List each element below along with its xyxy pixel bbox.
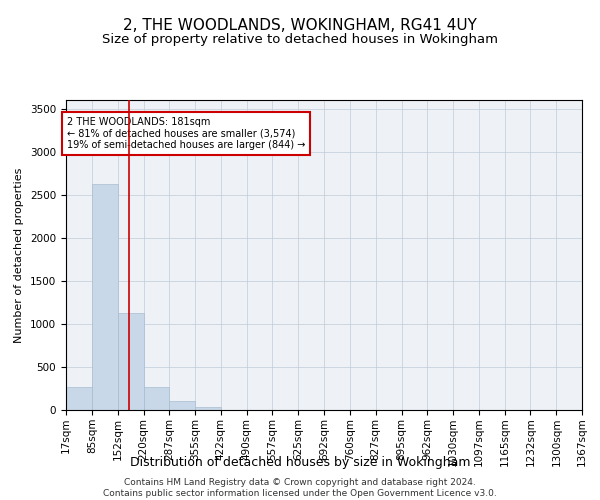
Y-axis label: Number of detached properties: Number of detached properties [14,168,25,342]
Bar [143,387,169,410]
Bar [92,184,118,410]
Bar [169,402,195,410]
Text: 2, THE WOODLANDS, WOKINGHAM, RG41 4UY: 2, THE WOODLANDS, WOKINGHAM, RG41 4UY [123,18,477,32]
Bar [195,406,221,410]
Bar [66,387,92,410]
Text: Distribution of detached houses by size in Wokingham: Distribution of detached houses by size … [130,456,470,469]
Text: Size of property relative to detached houses in Wokingham: Size of property relative to detached ho… [102,32,498,46]
Text: Contains HM Land Registry data © Crown copyright and database right 2024.
Contai: Contains HM Land Registry data © Crown c… [103,478,497,498]
Text: 2 THE WOODLANDS: 181sqm
← 81% of detached houses are smaller (3,574)
19% of semi: 2 THE WOODLANDS: 181sqm ← 81% of detache… [67,117,305,150]
Bar [118,312,143,410]
